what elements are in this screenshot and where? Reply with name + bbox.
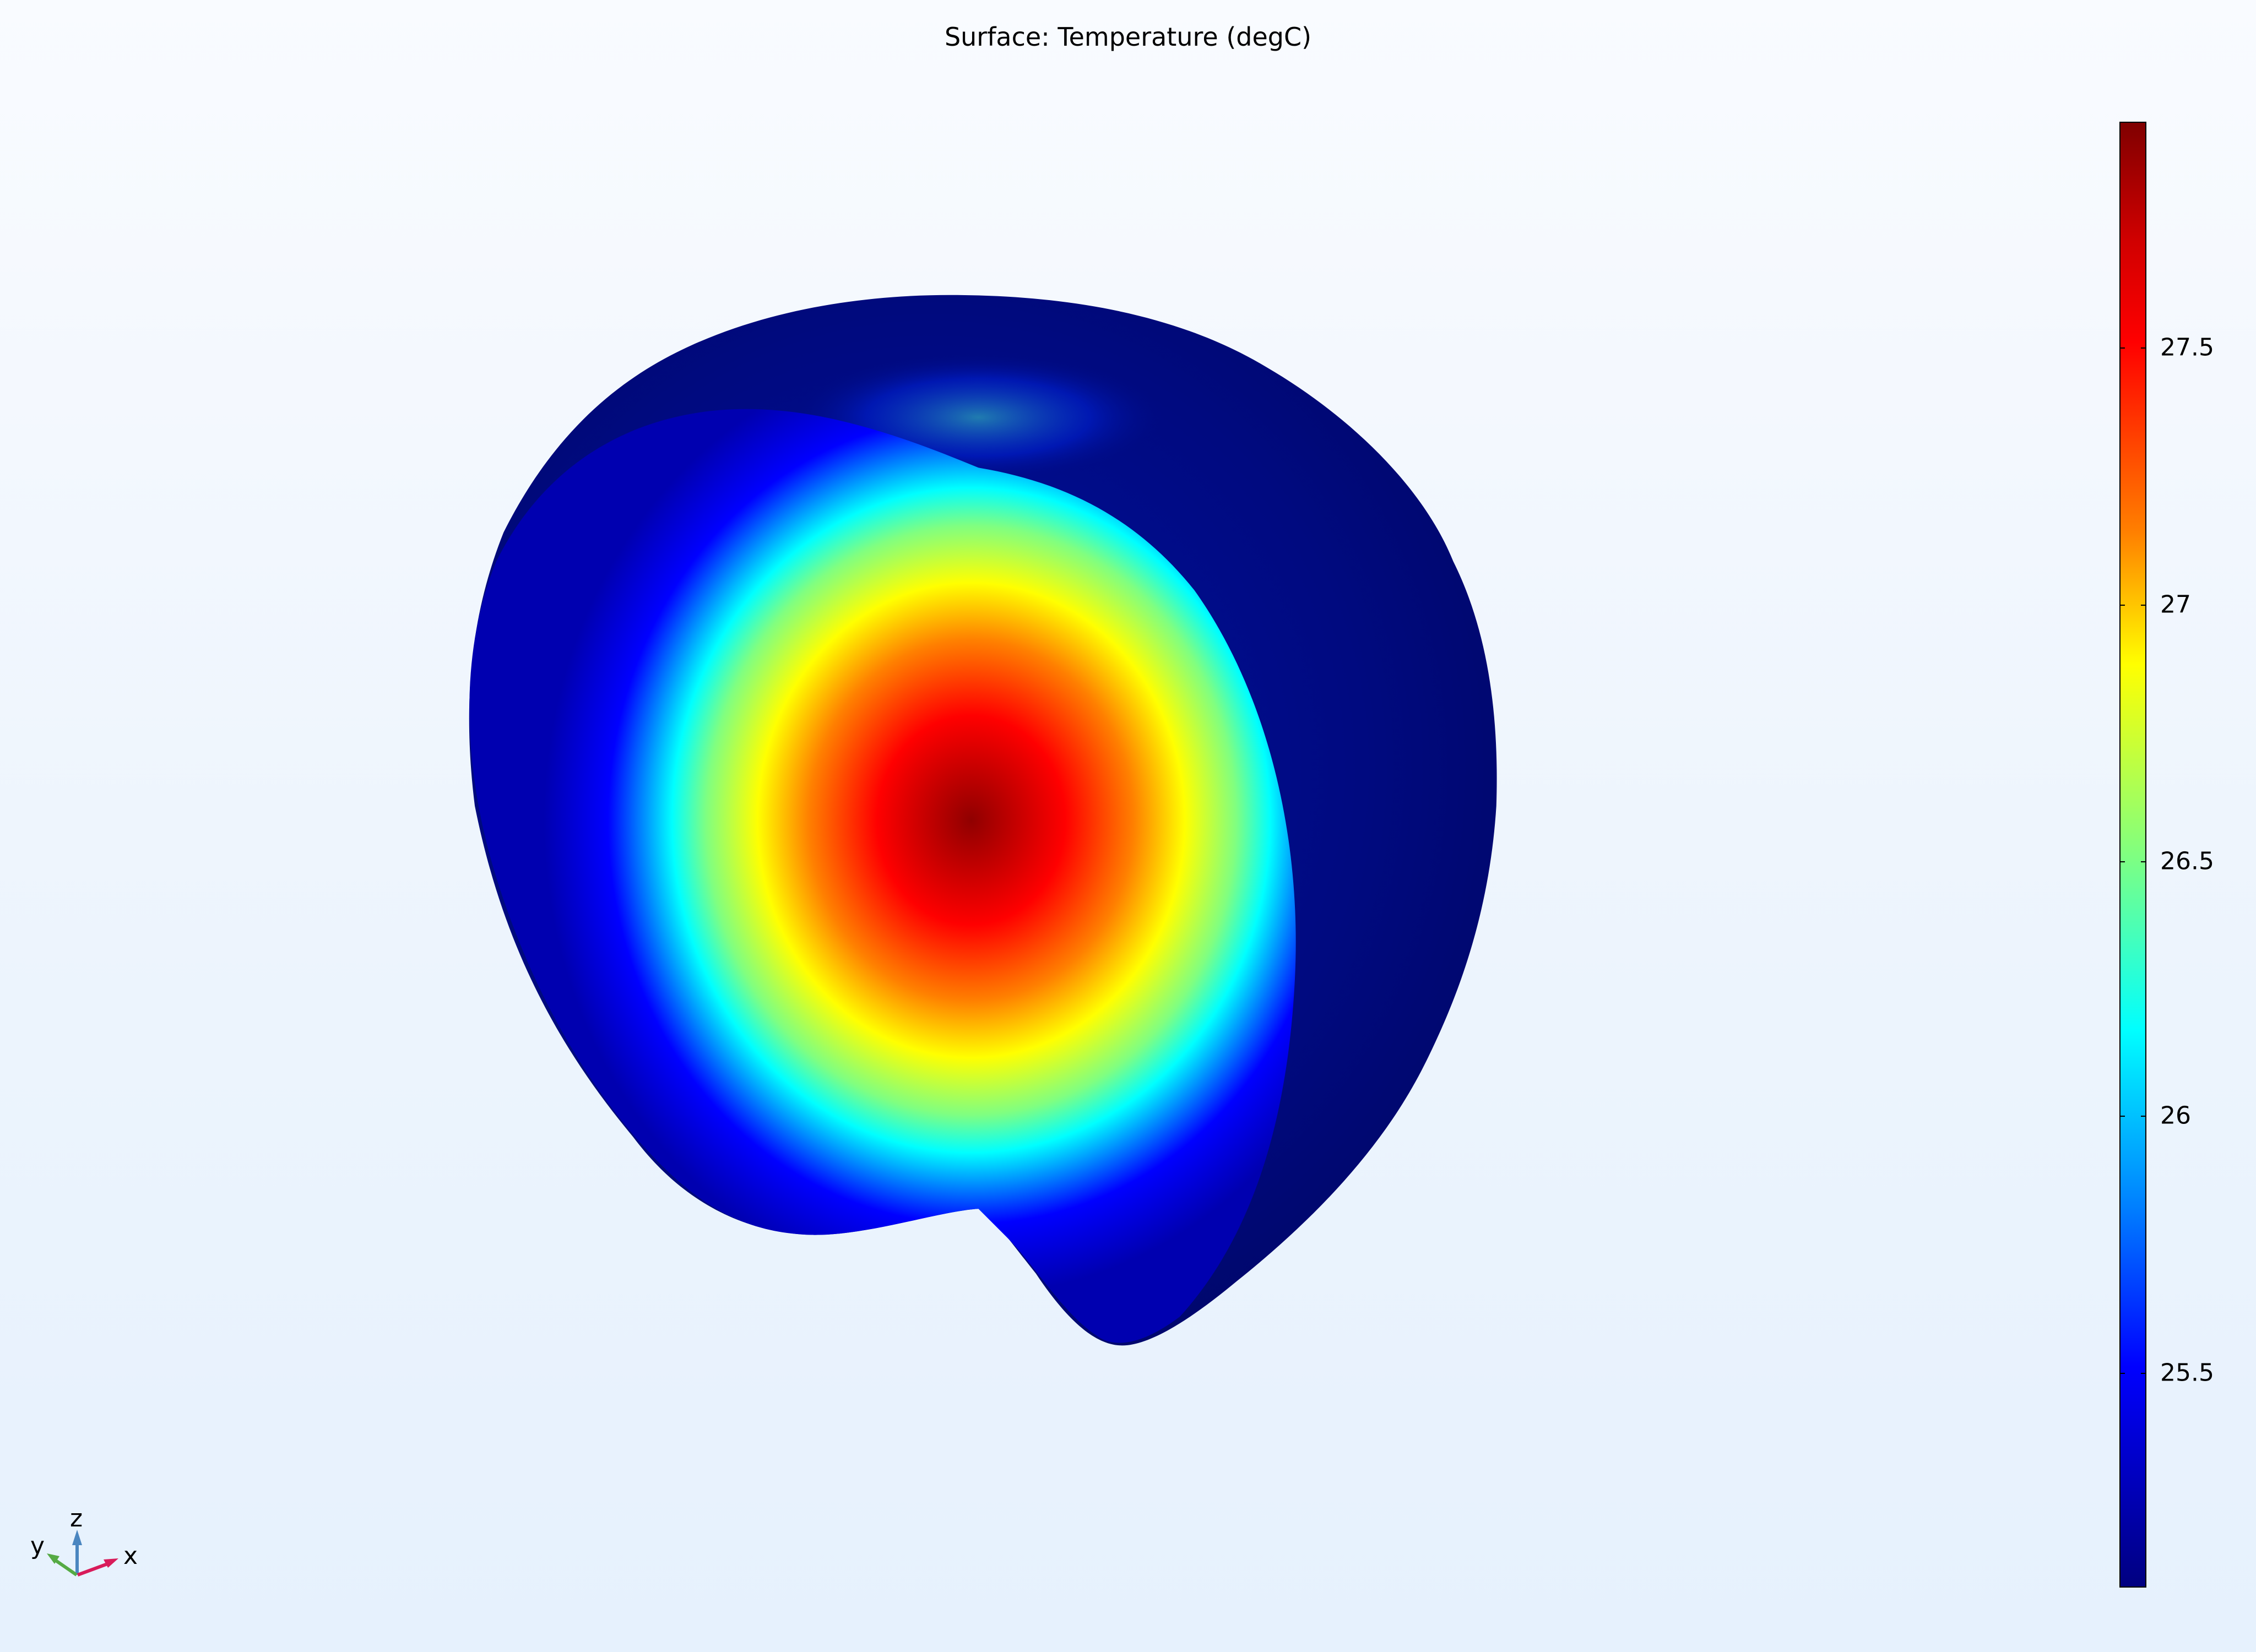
y-axis-label: y — [30, 1532, 45, 1560]
colorbar-tick-label: 26 — [2160, 1101, 2191, 1130]
x-axis-label: x — [123, 1542, 138, 1570]
colorbar-tick — [2121, 347, 2125, 349]
z-axis-arrow-icon — [72, 1530, 82, 1575]
x-axis-arrow-icon — [77, 1558, 118, 1577]
colorbar-tick — [2121, 1116, 2125, 1117]
z-axis-label: z — [70, 1504, 83, 1533]
plot-title: Surface: Temperature (degC) — [944, 22, 1312, 52]
colorbar-tick — [2141, 1116, 2145, 1117]
colorbar-tick — [2141, 861, 2145, 862]
axes-triad: z y x — [0, 1487, 165, 1597]
colorbar-tick-label: 27 — [2160, 590, 2191, 619]
model-cut-face — [469, 409, 1296, 1343]
colorbar-tick — [2141, 605, 2145, 606]
colorbar-tick — [2121, 605, 2125, 606]
y-axis-arrow-icon — [47, 1553, 78, 1577]
colorbar-tick-label: 27.5 — [2160, 333, 2214, 362]
colorbar-tick-label: 26.5 — [2160, 847, 2214, 876]
colorbar-tick — [2141, 1373, 2145, 1374]
colorbar-tick — [2141, 347, 2145, 349]
colorbar — [2119, 122, 2146, 1588]
colorbar-tick-label: 25.5 — [2160, 1358, 2214, 1387]
colorbar-tick — [2121, 1373, 2125, 1374]
colorbar-tick — [2121, 861, 2125, 862]
